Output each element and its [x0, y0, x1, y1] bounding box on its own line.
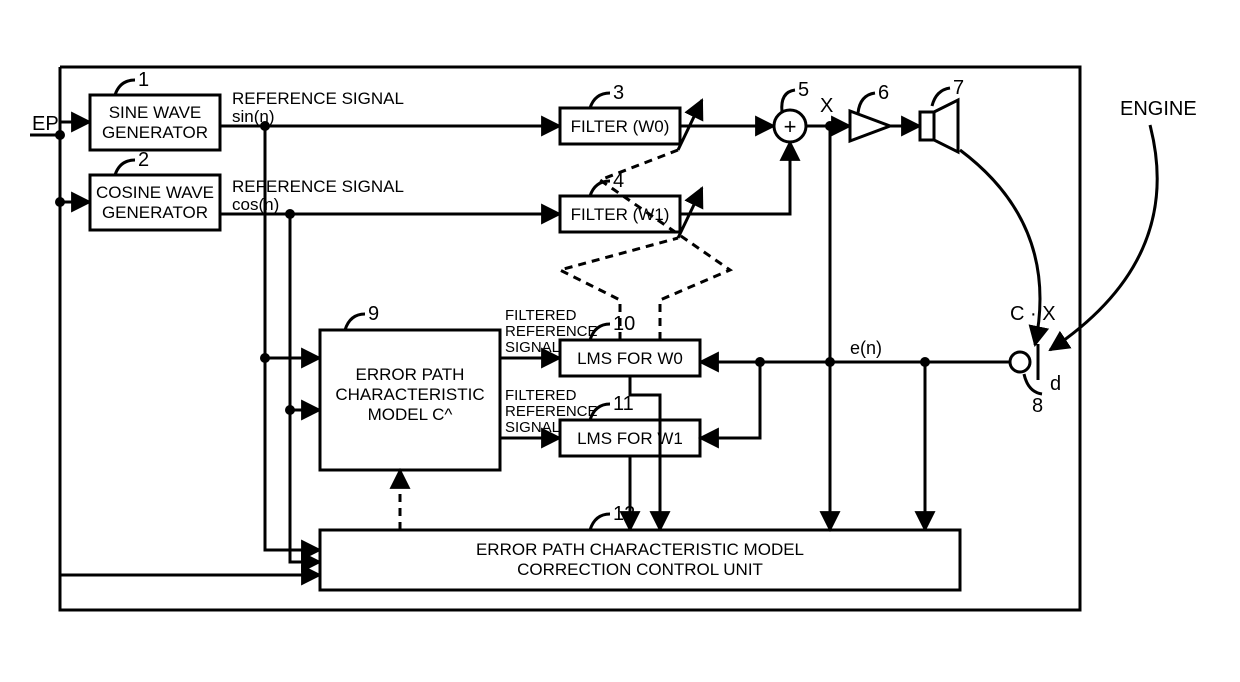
amplifier-icon: [850, 111, 890, 141]
callout-5: 5: [798, 79, 809, 101]
wire-w1-sum: [680, 142, 790, 214]
refsig-sin-1: REFERENCE SIGNAL: [232, 89, 404, 108]
summer-plus: +: [784, 114, 797, 139]
callout-9-leader: [345, 314, 365, 330]
engine-label: ENGINE: [1120, 98, 1197, 120]
wire-ep-correction: [60, 202, 320, 575]
sine-label-1: SINE WAVE: [109, 103, 202, 122]
callout-9: 9: [368, 303, 379, 325]
callout-1: 1: [138, 69, 149, 91]
diagram-canvas: EP SINE WAVE GENERATOR 1 COSINE WAVE GEN…: [0, 0, 1240, 682]
r1-l2: REFERENCE: [505, 403, 598, 420]
callout-6: 6: [878, 82, 889, 104]
callout-8: 8: [1032, 395, 1043, 417]
wire-sin-correction: [265, 358, 320, 550]
errmodel-l3: MODEL C^: [368, 405, 453, 424]
wire-en-lmsW1-v2: [700, 362, 760, 438]
callout-6-leader: [858, 93, 875, 113]
callout-2-leader: [115, 160, 135, 175]
callout-1-leader: [115, 80, 135, 95]
ep-label: EP: [32, 113, 59, 135]
callout-10: 10: [613, 313, 635, 335]
filter-w1-label: FILTER (W1): [571, 205, 670, 224]
lms-w0-label: LMS FOR W0: [577, 349, 683, 368]
wire-cos-correction: [290, 410, 320, 562]
node-X-real: [825, 121, 835, 131]
errmodel-l2: CHARACTERISTIC: [335, 385, 484, 404]
node-cross: [825, 357, 835, 367]
callout-12-leader: [590, 514, 610, 530]
cosine-label-2: GENERATOR: [102, 203, 208, 222]
callout-3: 3: [613, 82, 624, 104]
refsig-cos-1: REFERENCE SIGNAL: [232, 177, 404, 196]
r0-l1: FILTERED: [505, 307, 577, 324]
sine-label-2: GENERATOR: [102, 123, 208, 142]
refsig-cos-2: cos(n): [232, 195, 279, 214]
filter-w0-label: FILTER (W0): [571, 117, 670, 136]
speaker-cone: [934, 100, 958, 152]
errmodel-l1: ERROR PATH: [356, 365, 465, 384]
node-cos-branch: [285, 405, 295, 415]
r0-l2: REFERENCE: [505, 323, 598, 340]
callout-7-leader: [932, 88, 950, 106]
cosine-label-1: COSINE WAVE: [96, 183, 214, 202]
callout-2: 2: [138, 149, 149, 171]
speaker-body: [920, 112, 934, 140]
cx-label: C · X: [1010, 303, 1056, 325]
en-label: e(n): [850, 338, 882, 358]
callout-3-leader: [590, 93, 610, 108]
d-label: d: [1050, 373, 1061, 395]
wire-sin-cmodel: [265, 126, 320, 358]
lms-w1-label: LMS FOR W1: [577, 429, 683, 448]
corr-l2: CORRECTION CONTROL UNIT: [517, 560, 763, 579]
callout-7: 7: [953, 77, 964, 99]
callout-12: 12: [613, 503, 635, 525]
r1-l1: FILTERED: [505, 387, 577, 404]
engine-arc: [1050, 125, 1157, 350]
corr-l1: ERROR PATH CHARACTERISTIC MODEL: [476, 540, 804, 559]
x-label: X: [820, 95, 833, 117]
wire-cos-cmodel: [290, 214, 320, 410]
mic-circle: [1010, 352, 1030, 372]
node-sin-branch: [260, 353, 270, 363]
